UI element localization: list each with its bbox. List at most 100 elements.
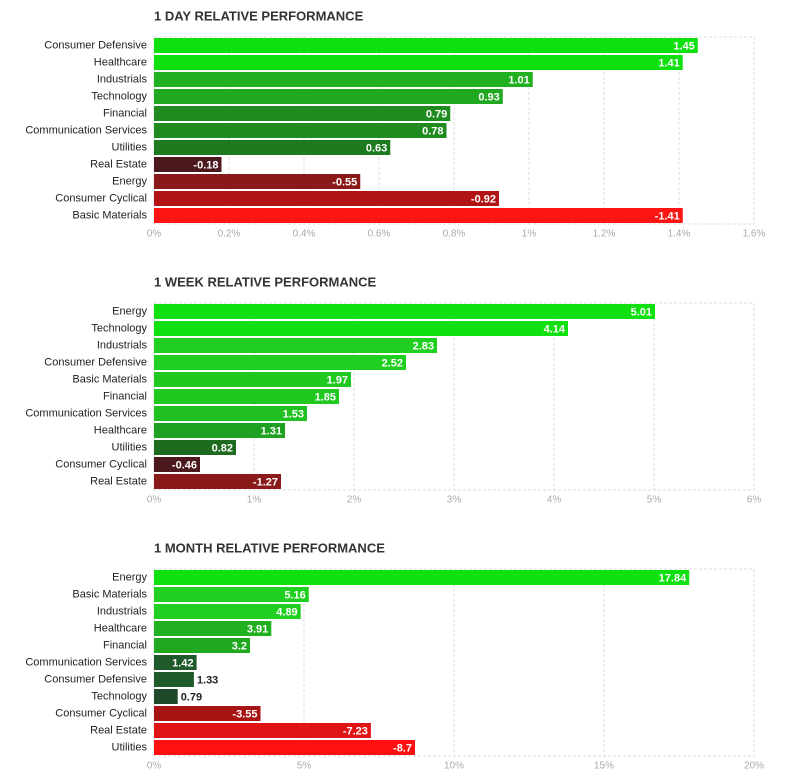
category-label: Financial	[103, 107, 147, 119]
category-label: Utilities	[112, 741, 148, 753]
value-label: 1.41	[658, 57, 679, 69]
category-label: Utilities	[112, 441, 148, 453]
value-label: 1.97	[327, 374, 348, 386]
x-tick-label: 0.8%	[443, 229, 466, 240]
bar	[154, 123, 447, 138]
x-tick-label: 20%	[744, 761, 764, 772]
x-tick-label: 0.6%	[368, 229, 391, 240]
bar	[154, 689, 178, 704]
category-label: Technology	[91, 690, 147, 702]
value-label: -0.92	[471, 193, 496, 205]
category-label: Financial	[103, 639, 147, 651]
x-tick-label: 0%	[147, 229, 162, 240]
x-tick-label: 1.4%	[668, 229, 691, 240]
x-tick-label: 1.2%	[593, 229, 616, 240]
bar	[154, 38, 698, 53]
category-label: Healthcare	[94, 622, 147, 634]
bar	[154, 706, 261, 721]
bar	[154, 406, 307, 421]
category-label: Technology	[91, 90, 147, 102]
category-label: Financial	[103, 390, 147, 402]
value-label: 4.89	[276, 606, 297, 618]
value-label: -3.55	[232, 708, 257, 720]
category-label: Real Estate	[90, 158, 147, 170]
value-label: -0.46	[172, 459, 197, 471]
x-tick-label: 5%	[647, 495, 662, 506]
bar	[154, 604, 301, 619]
bar	[154, 140, 391, 155]
bar	[154, 191, 499, 206]
value-label: -0.18	[193, 159, 218, 171]
x-tick-label: 2%	[347, 495, 362, 506]
bar	[154, 474, 281, 489]
bar	[154, 174, 361, 189]
category-label: Communication Services	[25, 656, 147, 668]
bar	[154, 423, 285, 438]
value-label: 2.52	[382, 357, 403, 369]
category-label: Basic Materials	[72, 588, 147, 600]
category-label: Consumer Defensive	[44, 673, 147, 685]
value-label: 0.93	[478, 91, 499, 103]
category-label: Energy	[112, 305, 147, 317]
value-label: 4.14	[544, 323, 566, 335]
bar	[154, 372, 351, 387]
category-label: Industrials	[97, 73, 148, 85]
category-label: Basic Materials	[72, 209, 147, 221]
bar	[154, 157, 222, 172]
x-tick-label: 1%	[522, 229, 537, 240]
value-label: 2.83	[413, 340, 434, 352]
value-label: 0.79	[426, 108, 447, 120]
value-label: 1.42	[172, 657, 193, 669]
value-label: -7.23	[343, 725, 368, 737]
x-tick-label: 1%	[247, 495, 262, 506]
category-label: Consumer Cyclical	[55, 707, 147, 719]
value-label: -1.41	[655, 210, 680, 222]
bar	[154, 440, 236, 455]
x-tick-label: 4%	[547, 495, 562, 506]
value-label: 17.84	[659, 572, 687, 584]
category-label: Consumer Defensive	[44, 356, 147, 368]
category-label: Consumer Defensive	[44, 39, 147, 51]
x-tick-label: 0%	[147, 495, 162, 506]
bar	[154, 304, 655, 319]
category-label: Utilities	[112, 141, 148, 153]
x-tick-label: 3%	[447, 495, 462, 506]
category-label: Healthcare	[94, 424, 147, 436]
bar	[154, 106, 451, 121]
category-label: Consumer Cyclical	[55, 192, 147, 204]
value-label: 1.01	[508, 74, 529, 86]
value-label: -0.55	[332, 176, 357, 188]
value-label: -8.7	[393, 742, 412, 754]
x-tick-label: 0.2%	[218, 229, 241, 240]
value-label: 5.16	[284, 589, 305, 601]
bar	[154, 89, 503, 104]
x-tick-label: 15%	[594, 761, 614, 772]
value-label: 1.31	[261, 425, 282, 437]
x-tick-label: 5%	[297, 761, 312, 772]
x-tick-label: 6%	[747, 495, 762, 506]
category-label: Communication Services	[25, 124, 147, 136]
value-label: 1.53	[283, 408, 304, 420]
value-label: 0.82	[212, 442, 233, 454]
category-label: Industrials	[97, 339, 148, 351]
value-label: 1.45	[673, 40, 694, 52]
category-label: Real Estate	[90, 475, 147, 487]
bar	[154, 72, 533, 87]
value-label: 3.91	[247, 623, 268, 635]
chart-title: 1 DAY RELATIVE PERFORMANCE	[154, 8, 364, 23]
x-tick-label: 0.4%	[293, 229, 316, 240]
bar	[154, 55, 683, 70]
bar	[154, 621, 272, 636]
x-tick-label: 1.6%	[743, 229, 766, 240]
bar	[154, 355, 406, 370]
bar	[154, 587, 309, 602]
chart-title: 1 MONTH RELATIVE PERFORMANCE	[154, 540, 385, 555]
bar	[154, 655, 197, 670]
bar	[154, 672, 194, 687]
bar	[154, 570, 690, 585]
value-label: -1.27	[253, 476, 278, 488]
x-tick-label: 0%	[147, 761, 162, 772]
bar	[154, 338, 437, 353]
value-label: 3.2	[232, 640, 247, 652]
